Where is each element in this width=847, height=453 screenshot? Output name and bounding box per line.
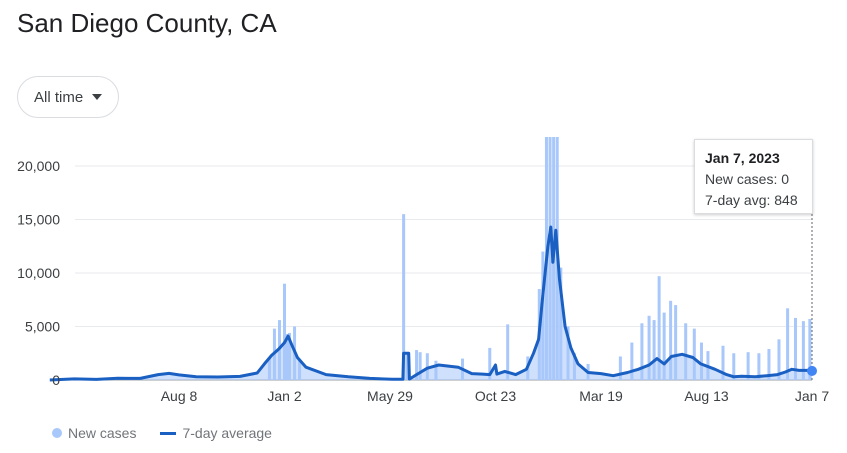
new-cases-bar — [418, 352, 422, 380]
legend-new-cases: New cases — [68, 425, 137, 441]
page-title: San Diego County, CA — [17, 8, 277, 38]
x-tick-label: Aug 13 — [684, 388, 729, 404]
new-cases-bar — [618, 356, 622, 380]
new-cases-bar — [640, 323, 644, 380]
new-cases-bar — [647, 315, 651, 380]
seven-day-average-line — [49, 225, 813, 382]
new-cases-bar — [732, 353, 736, 380]
tooltip-avg: 7-day avg: 848 — [705, 192, 798, 208]
new-cases-bar — [801, 321, 805, 380]
new-cases-bar — [793, 317, 797, 380]
x-tick-label: May 29 — [367, 388, 413, 404]
new-cases-bar — [657, 276, 661, 380]
new-cases-bar — [757, 353, 761, 380]
y-tick-label: 0 — [52, 372, 60, 388]
y-tick-label: 10,000 — [17, 265, 60, 281]
new-cases-bar — [699, 342, 703, 380]
new-cases-bar — [662, 312, 666, 380]
x-tick-label: Jan 7 — [795, 388, 829, 404]
time-range-label: All time — [34, 88, 84, 106]
new-cases-bar — [692, 328, 696, 380]
new-cases-bar — [652, 320, 656, 380]
new-cases-bar — [674, 305, 678, 380]
new-cases-bar — [488, 347, 492, 380]
legend: New cases 7-day average — [52, 425, 272, 441]
y-tick-label: 15,000 — [17, 212, 60, 228]
new-cases-bar — [669, 300, 673, 380]
tooltip-date: Jan 7, 2023 — [705, 150, 780, 166]
new-cases-bar — [808, 319, 812, 380]
new-cases-bar — [630, 342, 634, 380]
new-cases-bar — [283, 283, 286, 380]
tooltip-new-cases: New cases: 0 — [705, 171, 790, 187]
new-cases-bar — [402, 214, 406, 380]
data-tooltip: Jan 7, 2023 New cases: 0 7-day avg: 848 — [694, 139, 813, 214]
new-cases-area — [49, 227, 813, 380]
new-cases-bar — [684, 323, 688, 380]
new-cases-legend-dot — [52, 428, 62, 438]
x-tick-label: Jan 2 — [267, 388, 301, 404]
x-tick-label: Oct 23 — [475, 388, 516, 404]
new-cases-bar — [721, 345, 725, 380]
x-tick-label: Aug 8 — [161, 388, 198, 404]
time-range-dropdown[interactable]: All time — [17, 76, 119, 118]
caret-down-icon — [92, 94, 103, 100]
hover-point — [807, 365, 817, 376]
new-cases-bar — [415, 350, 419, 380]
new-cases-bar — [425, 353, 429, 380]
y-tick-label: 20,000 — [17, 158, 60, 174]
x-tick-label: Mar 19 — [579, 388, 623, 404]
new-cases-bar — [506, 324, 510, 380]
y-tick-label: 5,000 — [25, 319, 60, 335]
new-cases-bar — [777, 339, 781, 380]
new-cases-bar — [767, 348, 771, 380]
average-legend-line — [160, 431, 177, 435]
legend-average: 7-day average — [182, 425, 272, 441]
new-cases-bar — [786, 308, 790, 380]
new-cases-bar — [746, 352, 750, 380]
